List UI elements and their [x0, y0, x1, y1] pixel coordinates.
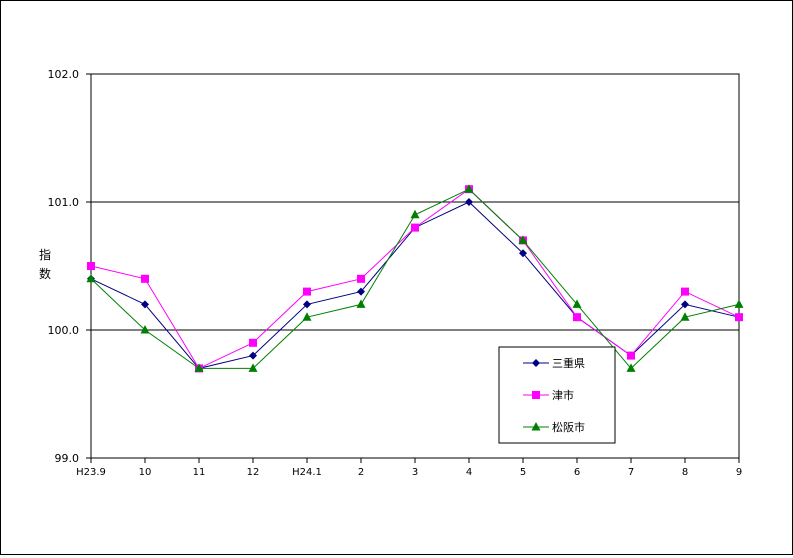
data-point [248, 363, 258, 372]
series-group [86, 184, 744, 373]
data-point [410, 209, 420, 219]
data-point [249, 338, 257, 347]
data-point [141, 274, 149, 283]
legend-box [498, 346, 616, 444]
data-point [140, 325, 150, 334]
data-point [518, 235, 528, 244]
data-point [303, 300, 311, 309]
data-point [681, 300, 689, 309]
data-point [86, 273, 96, 283]
y-tick-label: 101.0 [48, 196, 80, 209]
data-point [357, 274, 365, 283]
data-point [735, 313, 743, 322]
y-axis-label-char-2: 数 [39, 266, 51, 281]
gridlines [91, 201, 739, 331]
x-tick-label: H23.9 [76, 467, 106, 478]
y-axis-ticks: 99.0 100.0 101.0 102.0 [48, 68, 91, 465]
data-point [734, 299, 744, 308]
x-axis-ticks: H23.9 10 11 12 H24.1 2 3 4 5 6 7 8 9 [76, 458, 742, 478]
x-tick-label: 2 [358, 467, 364, 478]
x-tick-label: 3 [412, 467, 418, 478]
x-tick-label: 4 [466, 467, 472, 478]
x-tick-label: 7 [628, 467, 634, 478]
legend-label: 津市 [552, 388, 574, 402]
data-point [356, 299, 366, 308]
data-point [573, 313, 581, 322]
data-point [626, 363, 636, 372]
x-tick-label: 10 [139, 467, 152, 478]
y-tick-label: 99.0 [55, 452, 80, 465]
legend-label: 三重県 [552, 356, 585, 370]
legend-marker [531, 422, 541, 431]
x-tick-label: 12 [247, 467, 260, 478]
x-tick-label: 6 [574, 467, 580, 478]
data-point [681, 287, 689, 296]
data-point [303, 287, 311, 296]
x-tick-label: 5 [520, 467, 526, 478]
legend-label: 松阪市 [552, 420, 585, 434]
y-tick-label: 102.0 [48, 68, 80, 81]
data-point [141, 300, 149, 309]
y-tick-label: 100.0 [48, 324, 80, 337]
data-point [302, 312, 312, 321]
y-axis-label-char-1: 指 [39, 247, 51, 262]
data-point [194, 363, 204, 372]
data-point [627, 351, 635, 360]
x-tick-label: 9 [736, 467, 742, 478]
data-point [465, 198, 473, 206]
x-tick-label: H24.1 [292, 467, 322, 478]
data-point [680, 312, 690, 321]
data-point [464, 184, 474, 193]
legend-marker [532, 391, 540, 399]
data-point [249, 351, 257, 360]
data-point [357, 287, 365, 296]
x-tick-label: 8 [682, 467, 688, 478]
legend-marker [532, 359, 540, 367]
data-point [519, 249, 527, 258]
data-point [87, 262, 95, 270]
data-point [411, 223, 419, 232]
plot-area [90, 73, 740, 459]
data-point [572, 299, 582, 308]
x-tick-label: 11 [193, 467, 206, 478]
